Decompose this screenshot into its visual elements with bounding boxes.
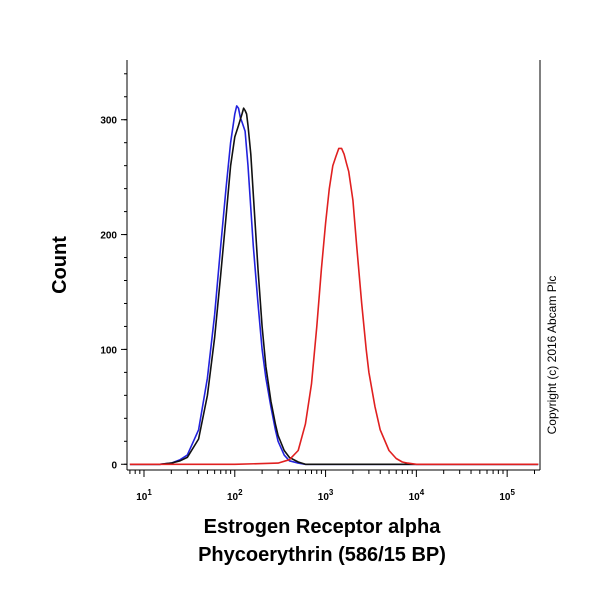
series-black-line [129,107,539,466]
x-tick-label: 102 [227,488,243,503]
y-tick-label: 100 [100,345,117,356]
x-axis-label-line1: Estrogen Receptor alpha [204,516,442,538]
x-tick-label: 105 [499,488,515,503]
plot-area [126,60,541,471]
copyright-text: Copyright (c) 2016 Abcam Plc [545,276,559,435]
x-axis-label-line2: Phycoerythrin (586/15 BP) [198,544,446,566]
x-tick-label: 104 [409,488,425,503]
series-layer [129,105,539,466]
x-tick-label: 103 [318,488,334,503]
series-red-line [129,147,539,466]
y-tick-label: 0 [111,460,117,471]
y-tick-label: 200 [100,231,117,242]
x-tick-label: 101 [136,488,152,503]
y-tick-label: 300 [100,116,117,127]
axis-ticks: 0 100 200 300 101 102 103 104 105 [100,73,535,503]
y-axis-label: Count [49,236,71,294]
